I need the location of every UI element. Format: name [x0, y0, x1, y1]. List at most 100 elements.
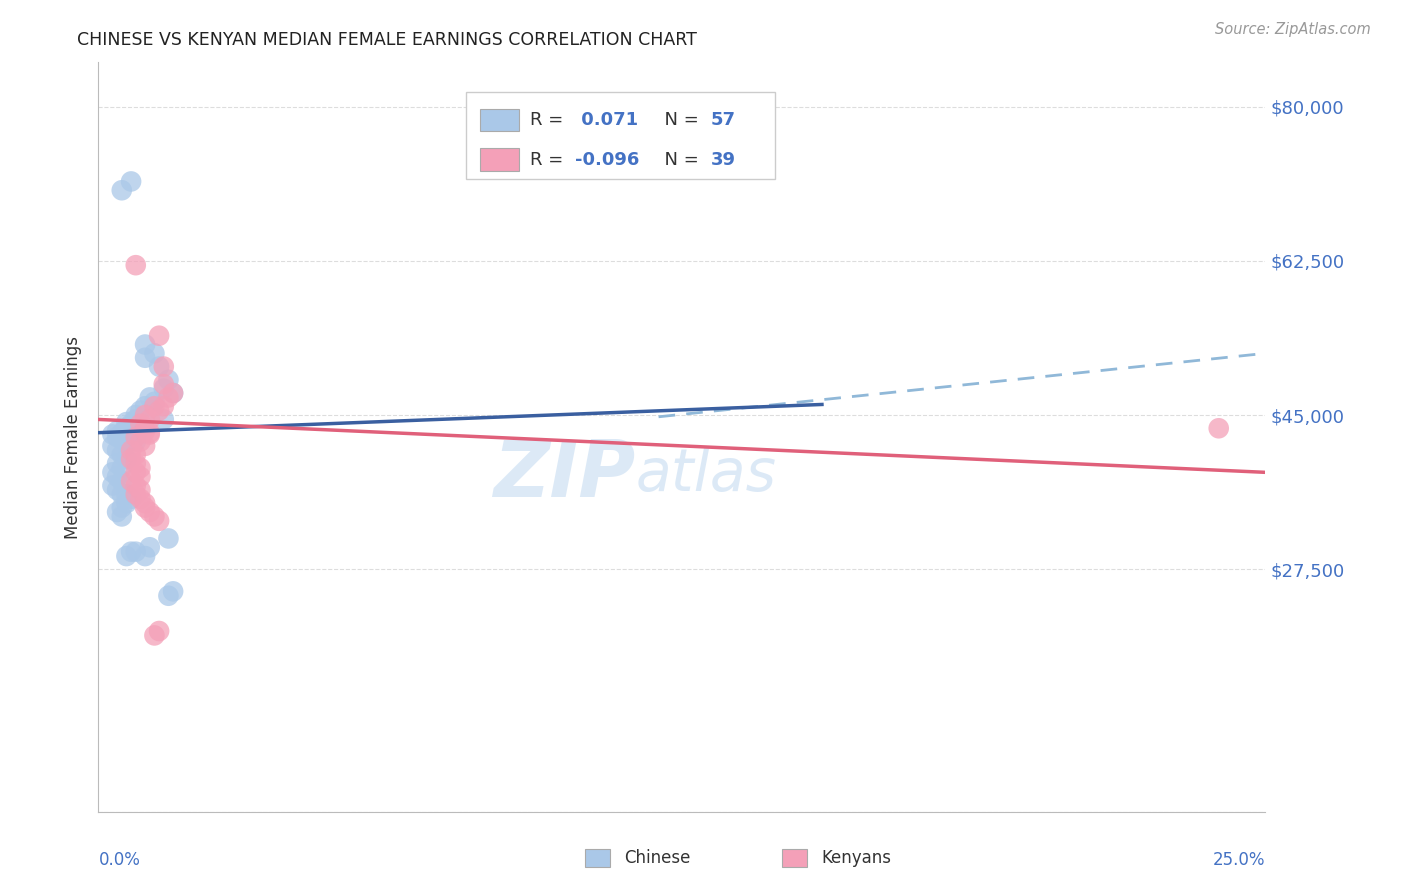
Y-axis label: Median Female Earnings: Median Female Earnings — [65, 335, 83, 539]
Point — [152, 377, 174, 392]
Point — [134, 549, 156, 563]
Point — [134, 439, 156, 453]
Text: Kenyans: Kenyans — [821, 849, 891, 867]
Point — [105, 424, 128, 438]
Point — [139, 427, 162, 442]
Point — [120, 544, 142, 558]
Point — [162, 584, 184, 599]
Point — [157, 532, 180, 546]
Text: N =: N = — [652, 151, 704, 169]
FancyBboxPatch shape — [479, 109, 519, 131]
Point — [125, 434, 148, 449]
Text: -0.096: -0.096 — [575, 151, 638, 169]
Point — [101, 478, 124, 492]
Point — [129, 421, 152, 435]
Point — [120, 491, 142, 506]
Point — [105, 505, 128, 519]
FancyBboxPatch shape — [782, 849, 807, 867]
Point — [120, 443, 142, 458]
Point — [139, 391, 162, 405]
Point — [111, 487, 134, 501]
Point — [139, 425, 162, 440]
Point — [120, 417, 142, 431]
Point — [125, 412, 148, 426]
Point — [134, 412, 156, 426]
Text: ZIP: ZIP — [494, 436, 636, 513]
Point — [143, 628, 166, 642]
FancyBboxPatch shape — [585, 849, 610, 867]
Text: 0.071: 0.071 — [575, 111, 638, 129]
Text: 0.0%: 0.0% — [98, 851, 141, 870]
Point — [157, 589, 180, 603]
Point — [143, 394, 166, 409]
Point — [125, 448, 148, 462]
Point — [129, 461, 152, 475]
Point — [111, 500, 134, 515]
Point — [139, 412, 162, 426]
Point — [152, 382, 174, 396]
FancyBboxPatch shape — [465, 93, 775, 178]
Point — [111, 509, 134, 524]
Text: 25.0%: 25.0% — [1213, 851, 1265, 870]
Point — [139, 541, 162, 555]
Point — [125, 408, 148, 422]
Point — [152, 359, 174, 374]
Point — [120, 430, 142, 444]
Point — [125, 544, 148, 558]
Point — [152, 399, 174, 413]
Point — [111, 183, 134, 197]
Point — [125, 457, 148, 471]
Point — [101, 427, 124, 442]
Point — [105, 469, 128, 483]
Point — [101, 439, 124, 453]
Point — [125, 478, 148, 492]
Text: Chinese: Chinese — [624, 849, 690, 867]
Point — [120, 452, 142, 467]
Point — [134, 351, 156, 365]
Point — [134, 496, 156, 510]
Point — [115, 549, 138, 563]
Point — [115, 496, 138, 510]
Point — [143, 399, 166, 413]
Point — [115, 421, 138, 435]
Point — [125, 466, 148, 480]
Point — [134, 424, 156, 438]
Text: CHINESE VS KENYAN MEDIAN FEMALE EARNINGS CORRELATION CHART: CHINESE VS KENYAN MEDIAN FEMALE EARNINGS… — [77, 31, 697, 49]
Point — [139, 505, 162, 519]
Text: R =: R = — [530, 151, 569, 169]
Point — [115, 487, 138, 501]
Point — [125, 487, 148, 501]
Point — [129, 483, 152, 497]
Point — [129, 403, 152, 417]
Point — [105, 483, 128, 497]
Point — [111, 448, 134, 462]
Point — [111, 425, 134, 440]
Point — [134, 337, 156, 351]
FancyBboxPatch shape — [479, 148, 519, 171]
Point — [101, 466, 124, 480]
Point — [105, 443, 128, 458]
Point — [111, 461, 134, 475]
Point — [120, 474, 142, 488]
Point — [120, 174, 142, 188]
Point — [105, 457, 128, 471]
Point — [129, 434, 152, 449]
Point — [120, 418, 142, 433]
Point — [129, 491, 152, 506]
Point — [162, 386, 184, 401]
Point — [148, 514, 170, 528]
Point — [152, 412, 174, 426]
Point — [111, 474, 134, 488]
Point — [125, 258, 148, 272]
Point — [105, 430, 128, 444]
Point — [129, 469, 152, 483]
Point — [143, 509, 166, 524]
Point — [162, 386, 184, 401]
Point — [148, 328, 170, 343]
Point — [157, 391, 180, 405]
Point — [115, 415, 138, 429]
Point — [125, 424, 148, 438]
Text: N =: N = — [652, 111, 704, 129]
Text: Source: ZipAtlas.com: Source: ZipAtlas.com — [1215, 22, 1371, 37]
Text: R =: R = — [530, 111, 569, 129]
